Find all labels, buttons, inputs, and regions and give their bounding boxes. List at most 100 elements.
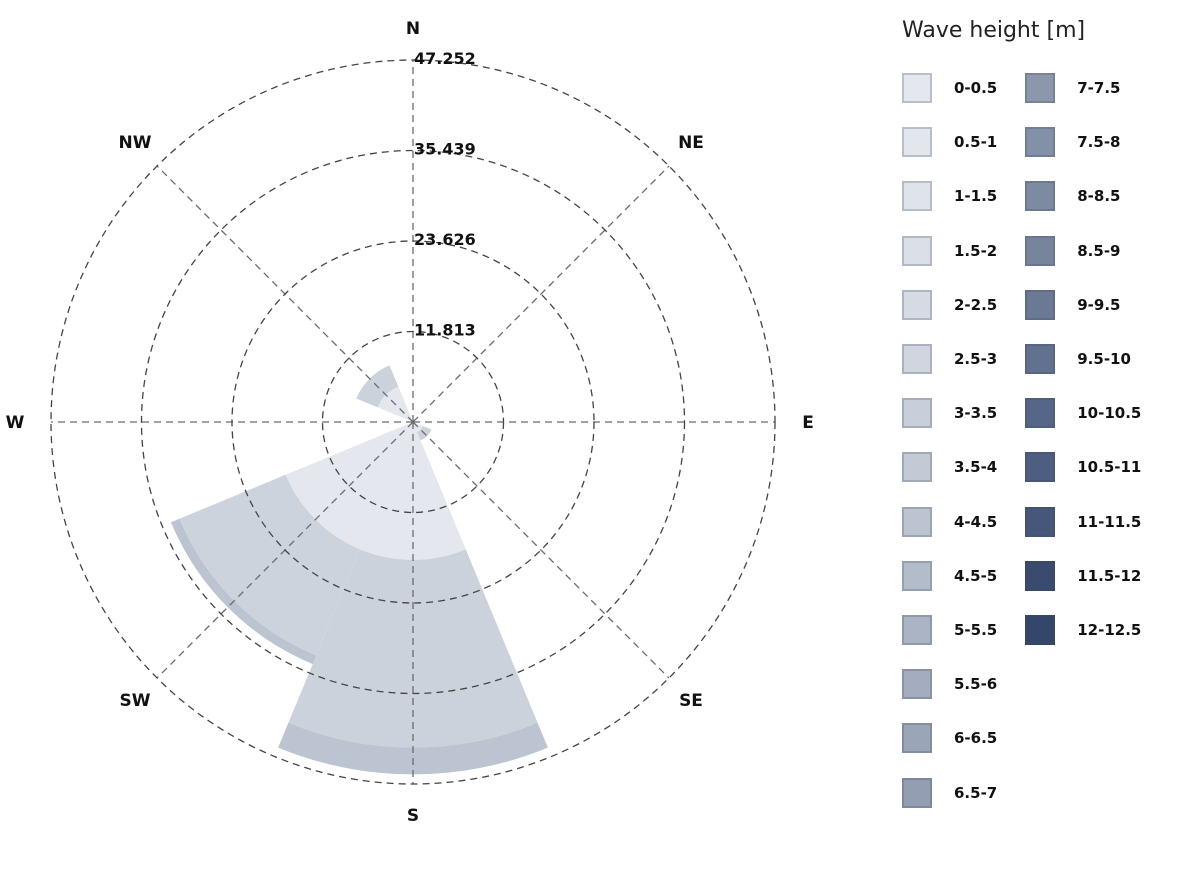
legend-label: 0.5-1 bbox=[954, 133, 998, 152]
legend-item: 3-3.5 bbox=[902, 386, 997, 440]
legend-item: 7-7.5 bbox=[1025, 61, 1141, 115]
legend-swatch bbox=[902, 777, 932, 808]
legend-item: 2.5-3 bbox=[902, 332, 997, 386]
legend-label: 11-11.5 bbox=[1077, 512, 1142, 531]
legend-label: 8.5-9 bbox=[1077, 241, 1121, 260]
legend-item: 1-1.5 bbox=[902, 169, 997, 223]
legend-label: 5-5.5 bbox=[954, 620, 998, 639]
legend-label: 9.5-10 bbox=[1077, 350, 1131, 369]
legend-item: 11-11.5 bbox=[1025, 495, 1141, 549]
ring-3 bbox=[140, 149, 686, 695]
legend-column-1: 0-0.5 0.5-1 1-1.5 1.5-2 2-2.5 2.5-3 3-3.5 3.5-4… bbox=[902, 61, 997, 820]
legend-item: 4.5-5 bbox=[902, 549, 997, 603]
legend-label: 4.5-5 bbox=[954, 566, 998, 585]
legend-item: 7.5-8 bbox=[1025, 115, 1141, 169]
legend-swatch bbox=[902, 289, 932, 320]
legend-item: 0-0.5 bbox=[902, 61, 997, 115]
legend-swatch bbox=[1025, 614, 1056, 645]
legend-label: 1-1.5 bbox=[954, 187, 998, 206]
legend-swatch bbox=[1025, 344, 1056, 375]
legend-label: 11.5-12 bbox=[1077, 566, 1142, 585]
direction-label-w: W bbox=[6, 413, 25, 433]
legend-swatch bbox=[1025, 560, 1056, 591]
legend-label: 2.5-3 bbox=[954, 350, 998, 369]
legend-label: 6-6.5 bbox=[954, 729, 998, 748]
legend-label: 10-10.5 bbox=[1077, 404, 1142, 423]
legend-swatch bbox=[902, 127, 932, 158]
legend-swatch bbox=[902, 560, 932, 591]
legend-swatch bbox=[902, 73, 932, 104]
legend-label: 8-8.5 bbox=[1077, 187, 1121, 206]
legend-swatch bbox=[902, 723, 932, 754]
legend-label: 4-4.5 bbox=[954, 512, 998, 531]
legend-columns: 0-0.5 0.5-1 1-1.5 1.5-2 2-2.5 2.5-3 3-3.5 3.5-4… bbox=[902, 61, 1141, 820]
legend-item: 4-4.5 bbox=[902, 495, 997, 549]
legend-item: 1.5-2 bbox=[902, 224, 997, 278]
ring-2 bbox=[231, 240, 595, 604]
legend-swatch bbox=[1025, 127, 1056, 158]
legend-label: 5.5-6 bbox=[954, 675, 998, 694]
legend-swatch bbox=[1025, 73, 1056, 104]
legend-label: 10.5-11 bbox=[1077, 458, 1142, 477]
legend-swatch bbox=[902, 398, 932, 429]
legend-item: 5.5-6 bbox=[902, 657, 997, 711]
grid bbox=[50, 59, 776, 785]
legend-swatch bbox=[1025, 181, 1056, 212]
legend-label: 0-0.5 bbox=[954, 79, 998, 98]
legend-swatch bbox=[1025, 452, 1056, 483]
direction-label-n: N bbox=[406, 19, 420, 39]
legend-title: Wave height [m] bbox=[902, 18, 1086, 43]
legend-item: 2-2.5 bbox=[902, 278, 997, 332]
direction-label-s: S bbox=[407, 806, 419, 826]
sector-s-segment-2 bbox=[288, 549, 538, 748]
legend-label: 2-2.5 bbox=[954, 295, 998, 314]
legend: Wave height [m] 0-0.5 0.5-1 1-1.5 1.5-2 2-2.… bbox=[902, 18, 1141, 820]
legend-item: 12-12.5 bbox=[1025, 603, 1141, 657]
legend-swatch bbox=[902, 181, 932, 212]
legend-item: 3.5-4 bbox=[902, 440, 997, 494]
legend-swatch bbox=[902, 235, 932, 266]
ring-1 bbox=[321, 330, 505, 514]
sector-sw-segment-3 bbox=[170, 518, 317, 665]
legend-item: 10-10.5 bbox=[1025, 386, 1141, 440]
sector-s-segment-1 bbox=[360, 422, 466, 560]
ring-label-4: 47.252 bbox=[414, 49, 476, 68]
legend-item: 8.5-9 bbox=[1025, 224, 1141, 278]
legend-item: 10.5-11 bbox=[1025, 440, 1141, 494]
legend-swatch bbox=[1025, 506, 1056, 537]
legend-swatch bbox=[902, 452, 932, 483]
sector-bars bbox=[170, 365, 548, 775]
direction-label-se: SE bbox=[679, 691, 703, 711]
legend-swatch bbox=[1025, 235, 1056, 266]
legend-swatch bbox=[902, 669, 932, 700]
radial-line-se bbox=[412, 421, 670, 679]
legend-label: 9-9.5 bbox=[1077, 295, 1121, 314]
legend-label: 12-12.5 bbox=[1077, 620, 1142, 639]
legend-item: 0.5-1 bbox=[902, 115, 997, 169]
ring-4 bbox=[50, 59, 776, 785]
legend-item: 8-8.5 bbox=[1025, 169, 1141, 223]
legend-swatch bbox=[902, 344, 932, 375]
legend-item: 11.5-12 bbox=[1025, 549, 1141, 603]
legend-item: 6.5-7 bbox=[902, 765, 997, 819]
legend-label: 3-3.5 bbox=[954, 404, 998, 423]
legend-label: 7.5-8 bbox=[1077, 133, 1121, 152]
legend-swatch bbox=[1025, 398, 1056, 429]
wind-rose-chart: 11.813 23.626 35.439 47.252 N NE E SE S SW W NW bbox=[6, 19, 814, 826]
direction-label-sw: SW bbox=[120, 691, 151, 711]
legend-label: 1.5-2 bbox=[954, 241, 998, 260]
legend-label: 6.5-7 bbox=[954, 783, 998, 802]
legend-swatch bbox=[1025, 289, 1056, 320]
legend-label: 3.5-4 bbox=[954, 458, 998, 477]
legend-item: 9-9.5 bbox=[1025, 278, 1141, 332]
legend-label: 7-7.5 bbox=[1077, 79, 1121, 98]
legend-item: 6-6.5 bbox=[902, 711, 997, 765]
ring-label-3: 35.439 bbox=[414, 140, 476, 159]
ring-label-1: 11.813 bbox=[414, 321, 476, 340]
legend-swatch bbox=[902, 614, 932, 645]
direction-label-e: E bbox=[802, 413, 814, 433]
ring-label-2: 23.626 bbox=[414, 230, 476, 249]
legend-column-2: 7-7.5 7.5-8 8-8.5 8.5-9 9-9.5 9.5-10 10-10.5 10… bbox=[1025, 61, 1141, 820]
legend-item: 5-5.5 bbox=[902, 603, 997, 657]
radial-line-ne bbox=[412, 165, 670, 423]
